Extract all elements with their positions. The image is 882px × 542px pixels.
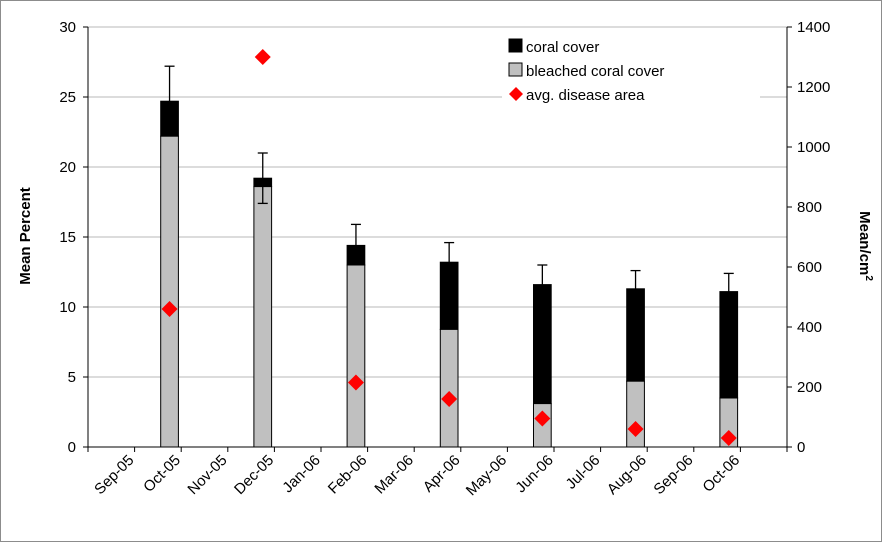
left-tick-label: 30	[59, 19, 76, 36]
left-tick-label: 20	[59, 159, 76, 176]
error-bars	[164, 65, 734, 292]
left-tick-label: 25	[59, 89, 76, 106]
left-tick-label: 0	[68, 439, 76, 456]
legend-swatch-diamond	[509, 87, 523, 101]
bars	[160, 100, 739, 448]
left-tick-label: 5	[68, 369, 76, 386]
bleached-coral-cover-bar	[253, 186, 273, 448]
right-tick-label: 600	[797, 259, 822, 276]
legend-swatch	[508, 62, 523, 77]
right-tick-label: 0	[797, 439, 805, 456]
disease-points	[161, 49, 737, 446]
disease-area-point	[534, 410, 551, 427]
right-tick-label: 1400	[797, 19, 830, 36]
right-axis-title: Mean/cm2	[856, 211, 874, 281]
right-tick-label: 1000	[797, 139, 830, 156]
left-tick-label: 15	[59, 229, 76, 246]
right-axis-title-superscript: 2	[863, 275, 874, 281]
right-axis-title-text: Mean/cm	[856, 211, 873, 275]
bleached-coral-cover-bar	[346, 264, 366, 448]
right-tick-label: 1200	[797, 79, 830, 96]
left-axis-title: Mean Percent	[17, 187, 34, 285]
coral-cover-bar	[439, 261, 459, 330]
coral-cover-bar	[346, 244, 366, 266]
left-tick-label: 10	[59, 299, 76, 316]
coral-cover-bar	[532, 284, 552, 405]
disease-area-point	[720, 430, 737, 446]
legend-label: bleached coral cover	[526, 63, 664, 80]
legend-label: avg. disease area	[526, 87, 645, 104]
disease-area-point	[441, 391, 458, 407]
bleached-coral-cover-bar	[439, 328, 459, 448]
coral-cover-bar	[253, 177, 273, 188]
bleached-coral-cover-bar	[160, 135, 179, 448]
right-tick-label: 200	[797, 379, 822, 396]
right-tick-label: 800	[797, 199, 822, 216]
coral-cover-bar	[719, 291, 739, 399]
coral-cover-bar	[626, 288, 645, 382]
disease-area-point	[347, 374, 364, 391]
gridlines	[88, 26, 787, 378]
disease-area-point	[627, 421, 644, 437]
legend-background	[502, 34, 760, 110]
bleached-coral-cover-bar	[626, 380, 645, 448]
disease-area-point	[161, 301, 178, 317]
legend: coral cover bleached coral cover avg. dise…	[502, 34, 760, 110]
legend-swatch	[508, 38, 523, 53]
disease-area-point	[254, 49, 271, 65]
legend-label: coral cover	[526, 39, 599, 56]
coral-cover-bar	[160, 100, 179, 137]
right-tick-label: 400	[797, 319, 822, 336]
